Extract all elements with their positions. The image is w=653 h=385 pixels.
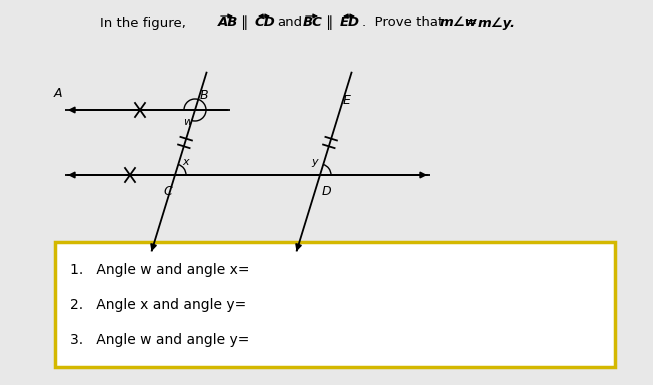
Text: AB: AB	[218, 17, 238, 30]
Text: ∥: ∥	[325, 15, 332, 30]
Text: 3.   Angle w and angle y=: 3. Angle w and angle y=	[70, 333, 249, 347]
Text: D: D	[322, 185, 332, 198]
Text: E: E	[343, 94, 351, 107]
Text: ED: ED	[340, 17, 360, 30]
Text: w: w	[183, 117, 193, 127]
Text: C: C	[163, 185, 172, 198]
Text: y: y	[311, 157, 318, 167]
FancyBboxPatch shape	[55, 242, 615, 367]
Text: A: A	[54, 87, 62, 100]
Text: B: B	[200, 89, 208, 102]
Text: 1.   Angle w and angle x=: 1. Angle w and angle x=	[70, 263, 249, 277]
Text: In the figure,: In the figure,	[100, 17, 186, 30]
Text: CD: CD	[255, 17, 276, 30]
Text: m∠w: m∠w	[440, 17, 478, 30]
Text: BC: BC	[303, 17, 323, 30]
Text: =: =	[466, 17, 477, 30]
Text: and: and	[277, 17, 302, 30]
Text: .  Prove that: . Prove that	[362, 17, 443, 30]
Text: x: x	[182, 157, 189, 167]
Text: m∠y.: m∠y.	[478, 17, 516, 30]
Text: ∥: ∥	[240, 15, 247, 30]
Text: 2.   Angle x and angle y=: 2. Angle x and angle y=	[70, 298, 246, 312]
